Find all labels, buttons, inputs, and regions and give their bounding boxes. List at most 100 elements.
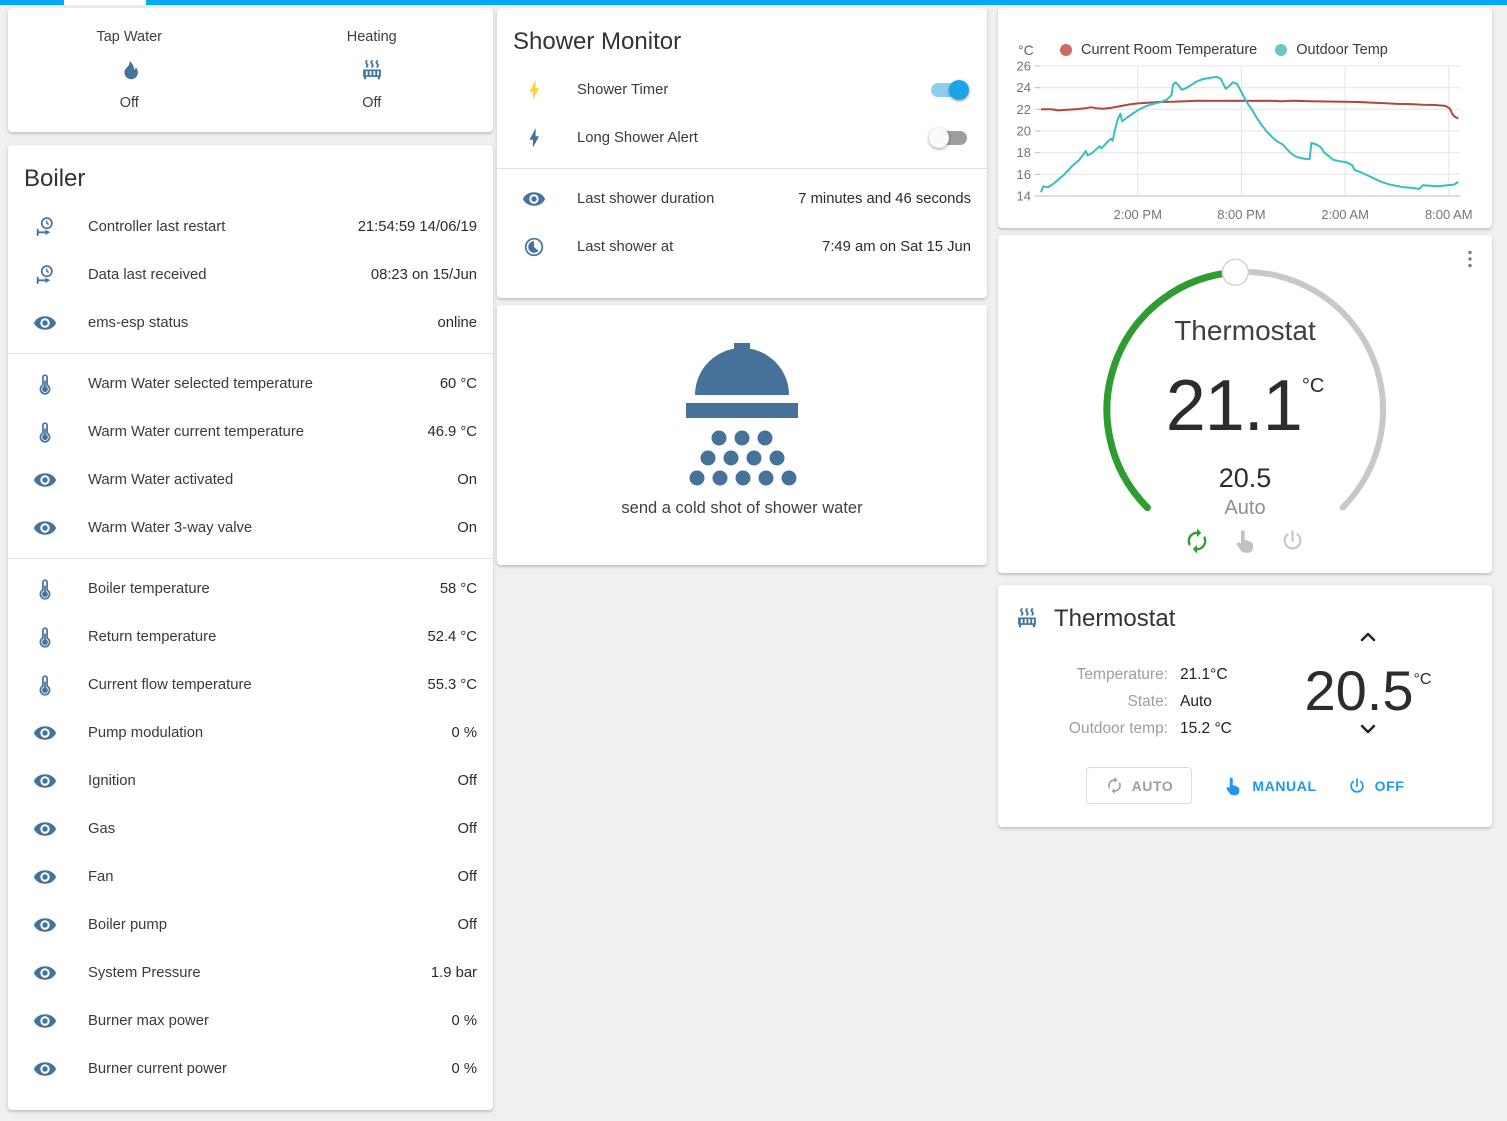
entity-name: Gas: [88, 821, 116, 837]
svg-text:22: 22: [1017, 102, 1031, 117]
mode-auto-icon[interactable]: [1183, 527, 1211, 555]
overflow-menu-icon[interactable]: [1458, 247, 1482, 276]
entity-value: Off: [457, 869, 477, 885]
entity-row[interactable]: Burner current power 0 %: [8, 1045, 493, 1093]
entity-name: Boiler temperature: [88, 581, 210, 597]
eye-icon: [32, 1056, 58, 1082]
entity-row[interactable]: Last shower at 7:49 am on Sat 15 Jun: [497, 223, 987, 271]
auto-mode-button[interactable]: AUTO: [1085, 767, 1193, 804]
toggle-switch[interactable]: [931, 80, 969, 100]
eye-icon: [32, 768, 58, 794]
entity-value: 58 °C: [439, 581, 477, 597]
entity-value: 0 %: [451, 725, 478, 741]
eye-icon: [521, 186, 547, 212]
entity-name: Burner current power: [88, 1061, 227, 1077]
attr-value-state: Auto: [1180, 693, 1212, 710]
manual-mode-button[interactable]: MANUAL: [1222, 775, 1316, 797]
entity-name: Pump modulation: [88, 725, 204, 741]
entity-row[interactable]: Pump modulation 0 %: [8, 709, 493, 757]
thermometer-icon: [32, 371, 58, 397]
entity-row[interactable]: Boiler temperature 58 °C: [8, 565, 493, 613]
entity-row[interactable]: Gas Off: [8, 805, 493, 853]
glance-item-heating[interactable]: Heating Off: [251, 29, 494, 111]
clock-time-icon: [521, 234, 547, 260]
entity-value: online: [437, 315, 478, 331]
entity-row[interactable]: Fan Off: [8, 853, 493, 901]
divider: [8, 558, 493, 559]
entity-value: Off: [457, 917, 477, 933]
mode-off-icon[interactable]: [1279, 527, 1307, 555]
clock-start-icon: [32, 262, 58, 288]
entity-value: 08:23 on 15/Jun: [370, 267, 477, 283]
entity-value: 0 %: [451, 1013, 478, 1029]
svg-text:8:00 AM: 8:00 AM: [1425, 207, 1473, 222]
entity-row[interactable]: Data last received 08:23 on 15/Jun: [8, 251, 493, 299]
attr-value-temperature: 21.1°C: [1180, 666, 1228, 683]
history-graph[interactable]: 26 24 22 20 18 16 14 2:00 PM 8:00 PM 2:00 AM 8:00 …: [998, 52, 1492, 228]
attr-label-state: State:: [1127, 693, 1169, 710]
temp-down-button[interactable]: [1353, 717, 1383, 746]
entity-row[interactable]: Last shower duration 7 minutes and 46 sec…: [497, 175, 987, 223]
svg-text:16: 16: [1017, 167, 1031, 182]
auto-button-label: AUTO: [1131, 777, 1174, 794]
svg-text:26: 26: [1017, 59, 1031, 74]
legend-dot: [1275, 44, 1288, 56]
shower-head-icon: [497, 325, 987, 495]
entity-row[interactable]: Current flow temperature 55.3 °C: [8, 661, 493, 709]
entity-row[interactable]: Warm Water activated On: [8, 456, 493, 504]
glance-item-name: Heating: [346, 29, 397, 45]
entity-name: Burner max power: [88, 1013, 209, 1029]
entity-value: 21:54:59 14/06/19: [357, 219, 477, 235]
dial-knob[interactable]: [1221, 258, 1250, 287]
off-mode-button[interactable]: OFF: [1347, 776, 1405, 796]
entity-row[interactable]: Controller last restart 21:54:59 14/06/19: [8, 203, 493, 251]
legend-dot: [1060, 44, 1072, 56]
glance-item-state: Off: [362, 95, 382, 111]
entity-row[interactable]: Warm Water current temperature 46.9 °C: [8, 408, 493, 456]
entity-value: 52.4 °C: [427, 629, 477, 645]
eye-icon: [32, 1008, 58, 1034]
thermometer-icon: [32, 419, 58, 445]
entity-row[interactable]: System Pressure 1.9 bar: [8, 949, 493, 997]
dial-mode-state: Auto: [1224, 497, 1266, 519]
chart-legend: °C Current Room Temperature Outdoor Temp: [998, 42, 1492, 58]
shower-card-title: Shower Monitor: [513, 28, 682, 55]
divider: [497, 168, 987, 169]
entity-row[interactable]: ems-esp status online: [8, 299, 493, 347]
legend-label: Current Room Temperature: [1081, 42, 1258, 58]
attr-value-outdoor: 15.2 °C: [1180, 720, 1232, 737]
legend-item: Current Room Temperature: [1060, 42, 1257, 58]
entity-row[interactable]: Boiler pump Off: [8, 901, 493, 949]
entity-row[interactable]: Ignition Off: [8, 757, 493, 805]
eye-icon: [32, 515, 58, 541]
shower-monitor-card: Shower Monitor Shower Timer Long Shower A…: [497, 8, 987, 298]
temp-up-button[interactable]: [1353, 625, 1383, 654]
entity-name: Warm Water activated: [88, 472, 234, 488]
entity-row[interactable]: Warm Water selected temperature 60 °C: [8, 360, 493, 408]
entity-name: Last shower duration: [577, 191, 715, 207]
boiler-card-title: Boiler: [24, 165, 86, 192]
entity-row[interactable]: Long Shower Alert: [497, 114, 987, 162]
entity-row[interactable]: Warm Water 3-way valve On: [8, 504, 493, 552]
entity-row[interactable]: Shower Timer: [497, 66, 987, 114]
entity-name: Last shower at: [577, 239, 674, 255]
entity-name: Warm Water current temperature: [88, 424, 304, 440]
entity-name: Long Shower Alert: [577, 130, 698, 146]
temperature-dial-slider[interactable]: [998, 235, 1492, 565]
glance-card: Tap Water Off Heating Off: [8, 8, 493, 132]
entity-row[interactable]: Return temperature 52.4 °C: [8, 613, 493, 661]
entity-name: Fan: [88, 869, 114, 885]
legend-label: Outdoor Temp: [1296, 42, 1388, 58]
radiator-icon: [251, 58, 494, 84]
shower-picture-card[interactable]: send a cold shot of shower water: [497, 305, 987, 565]
eye-icon: [32, 310, 58, 336]
attr-label-temperature: Temperature:: [1076, 666, 1168, 683]
glance-item-tap-water[interactable]: Tap Water Off: [8, 29, 251, 111]
entity-value: Off: [457, 821, 477, 837]
entity-row[interactable]: Burner max power 0 %: [8, 997, 493, 1045]
mode-manual-icon[interactable]: [1231, 527, 1259, 555]
thermometer-icon: [32, 576, 58, 602]
entity-name: Shower Timer: [577, 82, 669, 98]
toggle-switch[interactable]: [929, 128, 967, 148]
active-tab-indicator[interactable]: [64, 0, 146, 5]
